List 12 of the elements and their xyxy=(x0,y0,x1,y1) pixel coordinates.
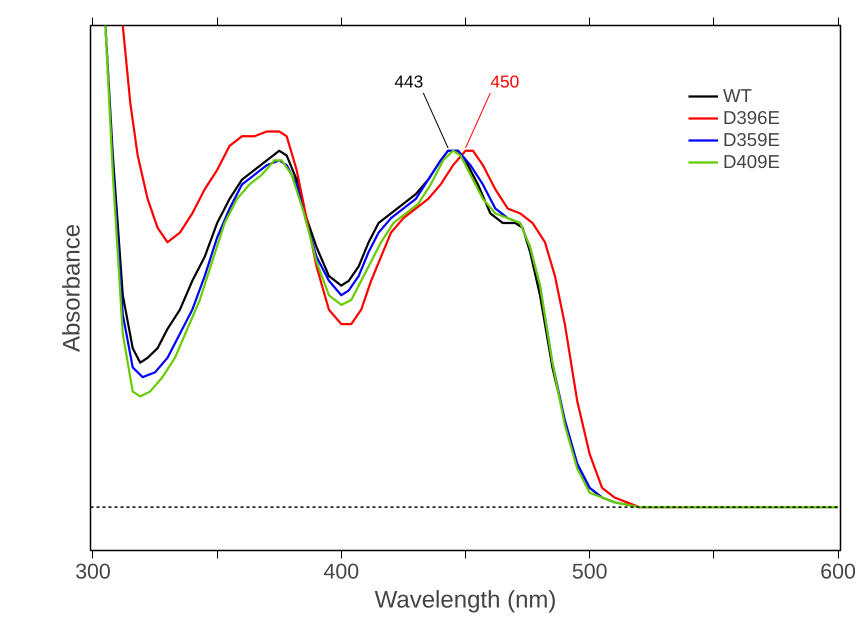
annotation: 443 xyxy=(394,72,424,92)
legend-label: WT xyxy=(722,85,752,107)
x-tick-label: 600 xyxy=(820,560,856,584)
x-axis-title: Wavelength (nm) xyxy=(374,586,556,614)
x-tick-label: 500 xyxy=(572,560,608,584)
x-tick-label: 400 xyxy=(324,560,360,584)
x-tick-label: 300 xyxy=(75,560,111,584)
legend-label: D359E xyxy=(722,129,780,151)
y-axis-title: Absorbance xyxy=(58,224,86,352)
legend-label: D396E xyxy=(722,107,780,129)
legend-label: D409E xyxy=(722,151,780,173)
annotation: 450 xyxy=(490,72,520,92)
